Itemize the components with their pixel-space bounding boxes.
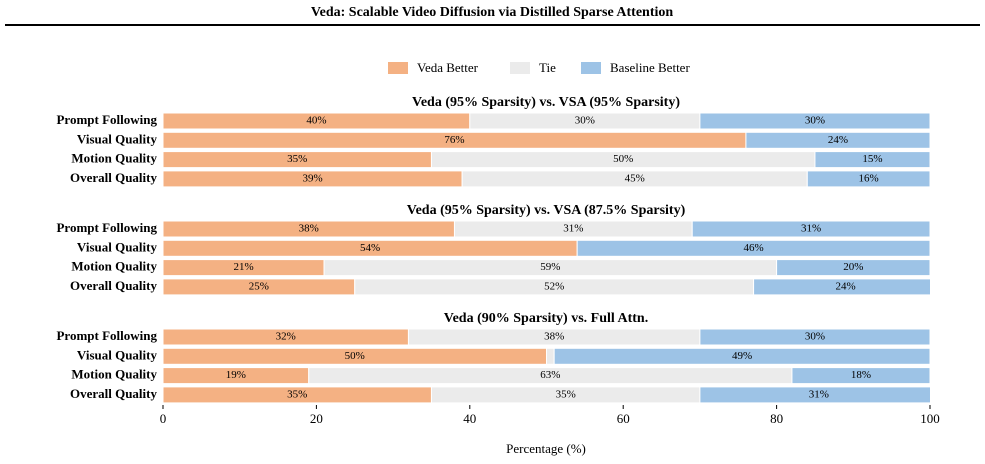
bar-segment [576,239,930,257]
value-label: 50% [613,153,633,165]
value-label: 31% [563,223,583,235]
value-label: 30% [575,115,595,127]
value-label: 35% [556,388,576,400]
bar-segment [776,259,930,277]
value-label: 54% [360,242,380,254]
bar-segment [691,220,930,238]
value-label: 35% [287,388,307,400]
y-tick-label: Overall Quality [70,386,158,401]
value-label: 50% [345,350,365,362]
y-tick-label: Prompt Following [56,328,157,343]
value-label: 45% [625,172,645,184]
value-label: 76% [444,134,464,146]
legend-label: Baseline Better [610,60,690,75]
bar-segment [699,328,930,346]
y-tick-label: Visual Quality [77,131,158,146]
value-label: 59% [540,261,560,273]
bar-segment [699,112,930,130]
x-tick-label: 0 [160,411,167,426]
value-label: 24% [836,280,856,292]
value-label: 32% [276,331,296,343]
bar-segment [699,386,930,404]
legend-swatch [510,62,530,74]
bar-segment [553,347,930,365]
value-label: 46% [744,242,764,254]
page-title: Veda: Scalable Video Diffusion via Disti… [311,5,674,20]
panel-title: Veda (90% Sparsity) vs. Full Attn. [444,311,648,326]
value-label: 16% [859,172,879,184]
x-tick-label: 40 [463,411,476,426]
value-label: 31% [809,388,829,400]
x-tick-label: 20 [310,411,323,426]
x-tick-label: 100 [920,411,940,426]
value-label: 49% [732,350,752,362]
bar-segment [814,151,930,169]
value-label: 20% [843,261,863,273]
y-tick-label: Prompt Following [56,112,157,127]
value-label: 21% [233,261,253,273]
legend-swatch [581,62,601,74]
x-axis-label: Percentage (%) [506,441,586,456]
y-tick-label: Motion Quality [71,151,157,166]
bar-segment [806,170,930,188]
value-label: 25% [249,280,269,292]
value-label: 35% [287,153,307,165]
value-label: 19% [226,369,246,381]
y-tick-label: Prompt Following [56,220,157,235]
value-label: 24% [828,134,848,146]
legend-label: Veda Better [417,60,479,75]
value-label: 30% [805,115,825,127]
value-label: 40% [306,115,326,127]
value-label: 31% [801,223,821,235]
y-tick-label: Overall Quality [70,170,158,185]
y-tick-label: Overall Quality [70,278,158,293]
bar-segment [546,347,555,365]
bar-segment [791,367,930,385]
panel-title: Veda (95% Sparsity) vs. VSA (95% Sparsit… [412,95,680,110]
value-label: 30% [805,331,825,343]
x-tick-label: 60 [617,411,630,426]
value-label: 18% [851,369,871,381]
legend-label: Tie [539,60,556,75]
panel-title: Veda (95% Sparsity) vs. VSA (87.5% Spars… [407,203,686,218]
plot-area: 40% 30% 30% 76% 24% 35% 50% 15% 39% 45% 16% 38% 31% 3… [163,112,930,404]
y-tick-label: Motion Quality [71,367,157,382]
y-tick-label: Visual Quality [77,347,158,362]
bar-segment [745,131,930,149]
x-tick-label: 80 [770,411,783,426]
value-label: 63% [540,369,560,381]
value-label: 15% [862,153,882,165]
value-label: 38% [544,331,564,343]
legend-swatch [388,62,408,74]
value-label: 38% [299,223,319,235]
value-label: 52% [544,280,564,292]
y-tick-label: Motion Quality [71,259,157,274]
value-label: 39% [302,172,322,184]
bar-segment [753,278,930,296]
y-tick-label: Visual Quality [77,239,158,254]
